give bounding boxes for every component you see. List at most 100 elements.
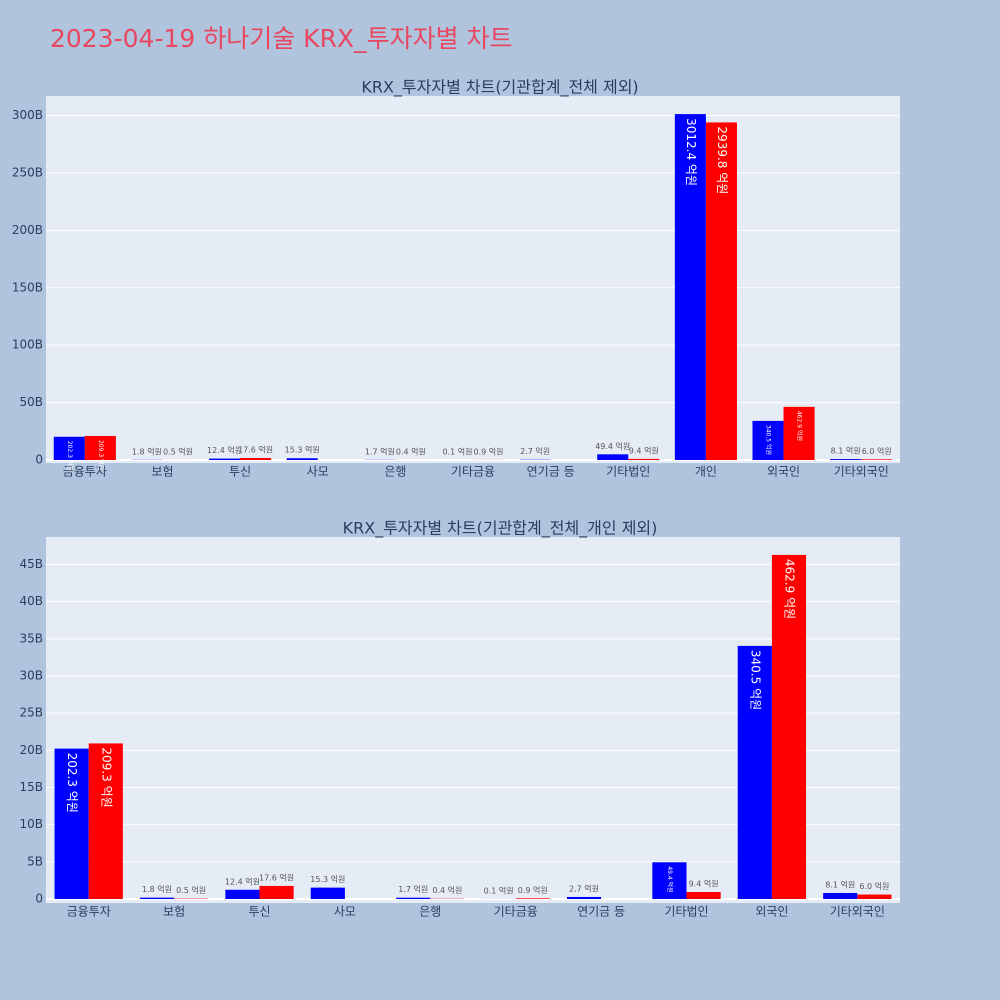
- bar: [53, 436, 85, 460]
- value-label: 2.7 억원: [520, 446, 550, 456]
- value-label: 12.4 억원: [225, 876, 260, 886]
- chart-title: KRX_투자자별 차트(기관합계_전체_개인 제외): [343, 519, 658, 539]
- value-label: 0.9 억원: [518, 885, 548, 895]
- x-tick-label: 연기금 등: [577, 905, 625, 919]
- bar: [139, 897, 175, 899]
- x-tick-label: 기타법인: [606, 465, 650, 479]
- y-tick-label: 300B: [12, 108, 43, 122]
- x-tick-label: 외국인: [767, 465, 800, 479]
- value-label: 209.3 억원: [99, 747, 113, 807]
- bar: [259, 885, 294, 899]
- bar: [752, 420, 784, 460]
- value-label: 6.0 억원: [862, 446, 892, 456]
- bar: [240, 457, 272, 460]
- value-label: 8.1 억원: [831, 446, 861, 456]
- value-label: 12.4 억원: [207, 445, 242, 455]
- bar: [674, 114, 706, 461]
- x-tick-label: 투신: [248, 905, 270, 919]
- y-tick-label: 200B: [12, 223, 43, 237]
- bar: [597, 454, 629, 460]
- value-label: 462.9 억원: [782, 559, 796, 619]
- page-title: 2023-04-19 하나기술 KRX_투자자별 차트: [50, 24, 513, 53]
- bar: [771, 554, 807, 899]
- value-label: 0.9 억원: [474, 446, 504, 456]
- bar: [737, 645, 772, 899]
- y-tick-label: 45B: [19, 557, 43, 571]
- value-label: 1.7 억원: [398, 884, 428, 894]
- bar: [686, 892, 721, 899]
- x-tick-label: 사모: [307, 465, 329, 479]
- x-tick-label: 은행: [419, 904, 441, 919]
- value-label: 9.4 억원: [629, 445, 659, 455]
- value-label: 3012.4 억원: [684, 118, 698, 186]
- y-tick-label: 15B: [19, 780, 43, 794]
- x-tick-label: 기타외국인: [830, 905, 885, 919]
- value-label: 49.4 억원: [666, 866, 674, 892]
- y-tick-label: 100B: [12, 338, 43, 352]
- x-tick-label: 외국인: [755, 905, 788, 919]
- y-tick-label: 40B: [19, 594, 43, 608]
- bar: [823, 892, 858, 899]
- value-label: 15.3 억원: [310, 874, 345, 884]
- chart-title: KRX_투자자별 차트(기관합계_전체 제외): [361, 78, 638, 98]
- bar: [209, 458, 241, 460]
- value-label: 1.7 억원: [365, 446, 395, 456]
- x-tick-label: 금융투자: [67, 905, 111, 919]
- value-label: 0.5 억원: [163, 446, 193, 456]
- value-label: 0.4 억원: [432, 885, 462, 895]
- value-label: 6.0 억원: [859, 881, 889, 891]
- bar: [830, 459, 862, 460]
- y-tick-label: 10B: [19, 817, 43, 831]
- value-label: 15.3 억원: [285, 445, 320, 455]
- bar: [225, 889, 260, 899]
- x-tick-label: 기타금융: [494, 905, 538, 919]
- bar: [857, 894, 892, 899]
- value-label: 0.1 억원: [484, 885, 514, 895]
- value-label: 202.3 억원: [66, 441, 74, 471]
- value-label: 202.3 억원: [65, 753, 79, 813]
- x-tick-label: 기타외국인: [834, 465, 889, 479]
- bar: [286, 458, 318, 460]
- value-label: 340.5 억원: [765, 425, 773, 455]
- value-label: 49.4 억원: [595, 441, 630, 451]
- value-label: 17.6 억원: [238, 444, 273, 454]
- bar: [54, 748, 89, 899]
- y-tick-label: 150B: [12, 280, 43, 294]
- bar: [515, 898, 550, 899]
- y-tick-label: 0: [35, 453, 43, 467]
- value-label: 209.3 억원: [97, 440, 105, 470]
- value-label: 2939.8 억원: [715, 126, 729, 194]
- bar: [628, 458, 660, 460]
- value-label: 340.5 억원: [748, 650, 762, 710]
- x-tick-label: 투신: [229, 465, 251, 479]
- bar: [652, 862, 687, 899]
- y-tick-label: 0: [35, 892, 43, 906]
- x-tick-label: 은행: [384, 464, 406, 479]
- y-tick-label: 250B: [12, 165, 43, 179]
- x-tick-label: 사모: [334, 905, 356, 919]
- plot-area: [46, 96, 900, 463]
- bar: [783, 406, 815, 460]
- bar: [310, 887, 345, 899]
- bar: [88, 743, 123, 899]
- bar: [566, 896, 602, 899]
- x-tick-label: 개인: [695, 465, 717, 479]
- value-label: 8.1 억원: [825, 879, 855, 889]
- value-label: 0.4 억원: [396, 446, 426, 456]
- value-label: 462.9 억원: [796, 411, 804, 441]
- y-tick-label: 50B: [19, 395, 43, 409]
- value-label: 2.7 억원: [569, 883, 599, 893]
- value-label: 9.4 억원: [689, 879, 719, 889]
- x-tick-label: 기타법인: [664, 905, 708, 919]
- value-label: 0.1 억원: [442, 446, 472, 456]
- bar: [84, 435, 116, 460]
- value-label: 1.8 억원: [142, 884, 172, 894]
- y-tick-label: 35B: [19, 631, 43, 645]
- value-label: 0.5 억원: [176, 885, 206, 895]
- x-tick-label: 기타금융: [451, 465, 495, 479]
- x-tick-label: 보험: [151, 465, 173, 479]
- bar: [861, 459, 893, 460]
- y-tick-label: 30B: [19, 669, 43, 683]
